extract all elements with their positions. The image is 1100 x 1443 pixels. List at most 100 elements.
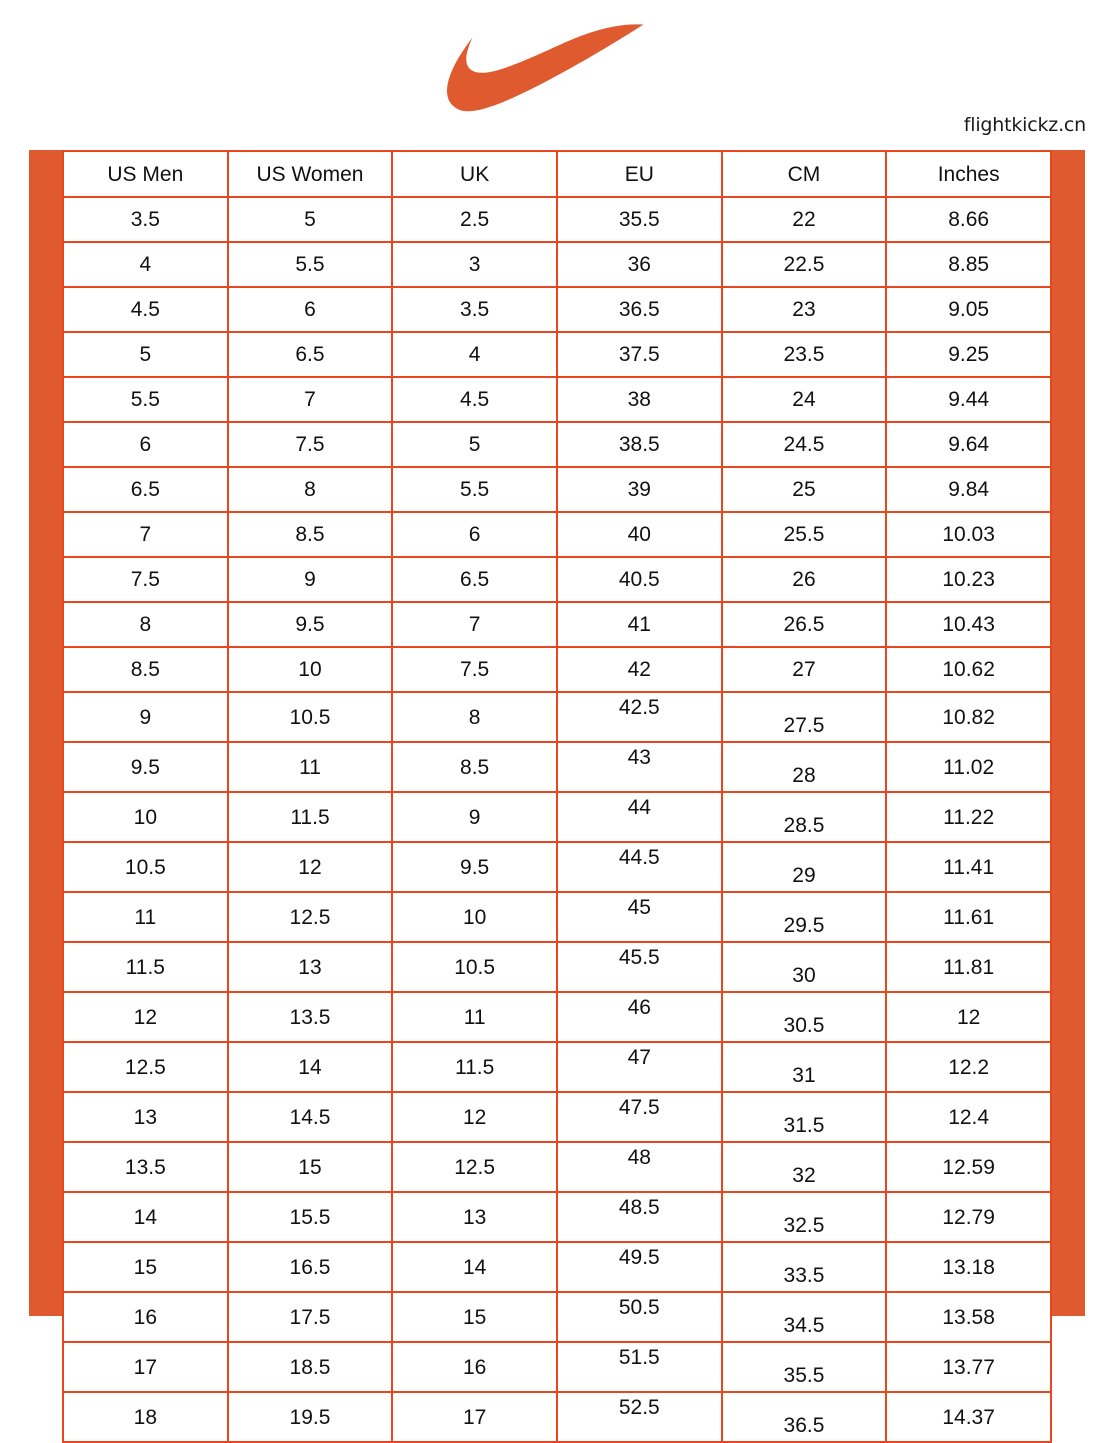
table-row: 10 11.5 9 44 28.5 11.22: [62, 791, 1052, 843]
cell-uk: 7.5: [391, 646, 558, 693]
cell-uk: 4.5: [391, 376, 558, 423]
cell-eu: 48: [555, 1141, 723, 1193]
cell-uswomen: 11: [226, 741, 394, 793]
cell-inches: 8.66: [885, 196, 1052, 243]
cell-eu: 38.5: [555, 421, 723, 468]
table-row: 11 12.5 10 45 29.5 11.61: [62, 891, 1052, 943]
cell-inches: 10.82: [885, 691, 1052, 743]
cell-eu: 36.5: [555, 286, 723, 333]
cell-uswomen: 6.5: [226, 331, 394, 378]
cell-inches: 10.43: [885, 601, 1052, 648]
cell-cm: 31.5: [720, 1091, 888, 1143]
cell-inches: 9.25: [885, 331, 1052, 378]
cell-uk: 14: [391, 1241, 558, 1293]
cell-usmen: 12: [62, 991, 229, 1043]
cell-uswomen: 8: [226, 466, 394, 513]
size-conversion-table: US Men US Women UK EU CM Inches 3.5 5 2.5 35.5 22…: [62, 150, 1052, 1443]
cell-inches: 10.62: [885, 646, 1052, 693]
cell-uk: 9: [391, 791, 558, 843]
cell-eu: 40.5: [555, 556, 723, 603]
cell-usmen: 9.5: [62, 741, 229, 793]
column-header-inches: Inches: [885, 150, 1052, 198]
cell-eu: 42: [555, 646, 723, 693]
cell-usmen: 5.5: [62, 376, 229, 423]
cell-eu: 49.5: [555, 1241, 723, 1293]
cell-uk: 15: [391, 1291, 558, 1343]
cell-uk: 2.5: [391, 196, 558, 243]
table-row: 8 9.5 7 41 26.5 10.43: [62, 601, 1052, 648]
cell-eu: 43: [555, 741, 723, 793]
table-row: 4.5 6 3.5 36.5 23 9.05: [62, 286, 1052, 333]
cell-cm: 29.5: [720, 891, 888, 943]
cell-uswomen: 5: [226, 196, 394, 243]
table-row: 8.5 10 7.5 42 27 10.62: [62, 646, 1052, 693]
cell-usmen: 6: [62, 421, 229, 468]
cell-usmen: 11.5: [62, 941, 229, 993]
table-row: 6.5 8 5.5 39 25 9.84: [62, 466, 1052, 513]
cell-cm: 34.5: [720, 1291, 888, 1343]
cell-cm: 25.5: [720, 511, 888, 558]
cell-inches: 10.03: [885, 511, 1052, 558]
cell-usmen: 13: [62, 1091, 229, 1143]
cell-usmen: 6.5: [62, 466, 229, 513]
table-row: 16 17.5 15 50.5 34.5 13.58: [62, 1291, 1052, 1343]
cell-uk: 8.5: [391, 741, 558, 793]
table-row: 13.5 15 12.5 48 32 12.59: [62, 1141, 1052, 1193]
cell-cm: 32.5: [720, 1191, 888, 1243]
cell-cm: 26: [720, 556, 888, 603]
table-row: 4 5.5 3 36 22.5 8.85: [62, 241, 1052, 288]
cell-usmen: 17: [62, 1341, 229, 1393]
cell-uswomen: 19.5: [226, 1391, 394, 1443]
cell-uswomen: 5.5: [226, 241, 394, 288]
cell-uk: 11: [391, 991, 558, 1043]
cell-usmen: 5: [62, 331, 229, 378]
cell-usmen: 3.5: [62, 196, 229, 243]
cell-uswomen: 11.5: [226, 791, 394, 843]
table-row: 11.5 13 10.5 45.5 30 11.81: [62, 941, 1052, 993]
cell-eu: 36: [555, 241, 723, 288]
cell-usmen: 18: [62, 1391, 229, 1443]
table-row: 7.5 9 6.5 40.5 26 10.23: [62, 556, 1052, 603]
cell-cm: 33.5: [720, 1241, 888, 1293]
cell-uk: 16: [391, 1341, 558, 1393]
size-chart: US Men US Women UK EU CM Inches 3.5 5 2.5 35.5 22…: [29, 150, 1085, 1443]
cell-cm: 22.5: [720, 241, 888, 288]
cell-eu: 37.5: [555, 331, 723, 378]
cell-inches: 12: [885, 991, 1052, 1043]
cell-eu: 42.5: [555, 691, 723, 743]
cell-uswomen: 18.5: [226, 1341, 394, 1393]
cell-eu: 35.5: [555, 196, 723, 243]
cell-inches: 9.44: [885, 376, 1052, 423]
cell-uk: 8: [391, 691, 558, 743]
cell-cm: 24: [720, 376, 888, 423]
cell-cm: 31: [720, 1041, 888, 1093]
cell-cm: 28: [720, 741, 888, 793]
cell-uswomen: 7: [226, 376, 394, 423]
cell-cm: 27: [720, 646, 888, 693]
cell-cm: 24.5: [720, 421, 888, 468]
cell-inches: 11.41: [885, 841, 1052, 893]
cell-uswomen: 10: [226, 646, 394, 693]
cell-uk: 3.5: [391, 286, 558, 333]
cell-inches: 14.37: [885, 1391, 1052, 1443]
column-header-eu: EU: [555, 150, 723, 198]
cell-eu: 40: [555, 511, 723, 558]
cell-eu: 50.5: [555, 1291, 723, 1343]
cell-inches: 12.79: [885, 1191, 1052, 1243]
cell-cm: 23: [720, 286, 888, 333]
cell-cm: 32: [720, 1141, 888, 1193]
cell-inches: 13.77: [885, 1341, 1052, 1393]
cell-usmen: 14: [62, 1191, 229, 1243]
cell-inches: 12.59: [885, 1141, 1052, 1193]
table-row: 14 15.5 13 48.5 32.5 12.79: [62, 1191, 1052, 1243]
cell-cm: 36.5: [720, 1391, 888, 1443]
cell-cm: 30.5: [720, 991, 888, 1043]
cell-uk: 12.5: [391, 1141, 558, 1193]
cell-uk: 5.5: [391, 466, 558, 513]
left-accent-stripe: [29, 150, 62, 1316]
cell-eu: 45.5: [555, 941, 723, 993]
chart-header: flightkickz.cn: [0, 0, 1100, 150]
cell-uswomen: 10.5: [226, 691, 394, 743]
cell-eu: 45: [555, 891, 723, 943]
cell-uswomen: 6: [226, 286, 394, 333]
